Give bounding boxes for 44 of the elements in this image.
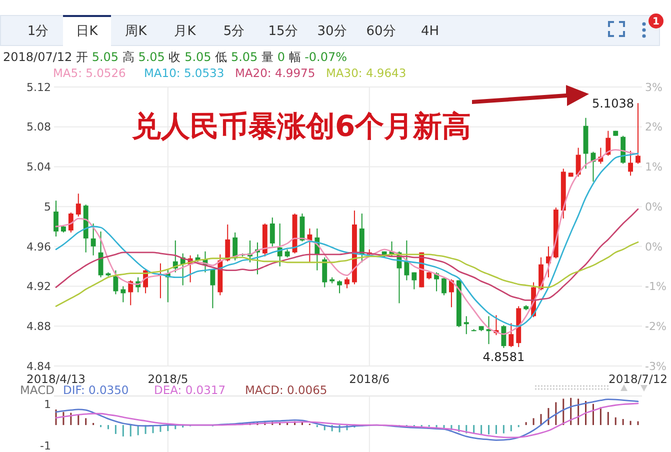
text: 15分: [268, 24, 298, 39]
text: DEA: 0.0317: [154, 383, 226, 397]
text: 4H: [420, 24, 440, 39]
y-tick-label: 4.84: [26, 360, 51, 373]
text: 周K: [125, 24, 148, 39]
y-tick-label: 4.88: [26, 320, 51, 333]
y2-tick-label: -1%: [645, 280, 666, 294]
text: 2018/07/12 开 5.05 高 5.05 收 5.05 低 5.05 量 0 幅 -0.07%: [3, 50, 348, 64]
x-tick-label: 2018/5: [148, 372, 188, 386]
y-tick-label: 5.04: [26, 160, 51, 174]
x-tick-label: 2018/6: [349, 372, 390, 386]
text: MA5: 5.0526: [53, 66, 126, 80]
annotation: 兑人民币暴涨创6个月新高: [131, 109, 472, 143]
text: 5分: [223, 24, 245, 39]
y-tick-label: 5: [44, 200, 51, 214]
text: 日K: [76, 24, 98, 39]
chart-title: MACD: [20, 383, 55, 397]
y2-tick-label: 1%: [645, 160, 662, 174]
text: 1: [652, 16, 660, 28]
series-label: DIF: 0.0350: [63, 383, 129, 397]
y2-tick-label: -3%: [645, 360, 666, 373]
y2-tick-label: 2%: [645, 120, 662, 134]
y-tick-label: 4.96: [26, 240, 51, 254]
y2-tick-label: 3%: [645, 80, 662, 94]
y-tick-label: 4.92: [26, 280, 51, 294]
text: MA30: 4.9643: [326, 66, 406, 80]
annotation: 5.1038: [592, 96, 634, 110]
text: 60分: [366, 24, 396, 39]
y2-tick-label: 0%: [645, 240, 662, 254]
text: 月K: [174, 24, 196, 39]
y-tick-label: -1: [40, 440, 51, 452]
y-tick-label: 1: [44, 398, 51, 412]
y-tick-label: 5.12: [26, 80, 51, 94]
text: MA10: 5.0533: [144, 66, 224, 80]
text: 1分: [27, 24, 49, 39]
text: 30分: [317, 24, 347, 39]
y-tick-label: 5.08: [26, 120, 51, 134]
y2-tick-label: 0%: [645, 200, 662, 214]
annotation: 4.8581: [482, 350, 525, 364]
x-tick-label: 2018/4/13: [26, 372, 86, 386]
text: MACD: 0.0065: [245, 383, 328, 397]
x-tick-label: 2018/7/12: [608, 372, 668, 386]
y2-tick-label: -2%: [645, 320, 666, 333]
text: MA20: 4.9975: [235, 66, 316, 80]
